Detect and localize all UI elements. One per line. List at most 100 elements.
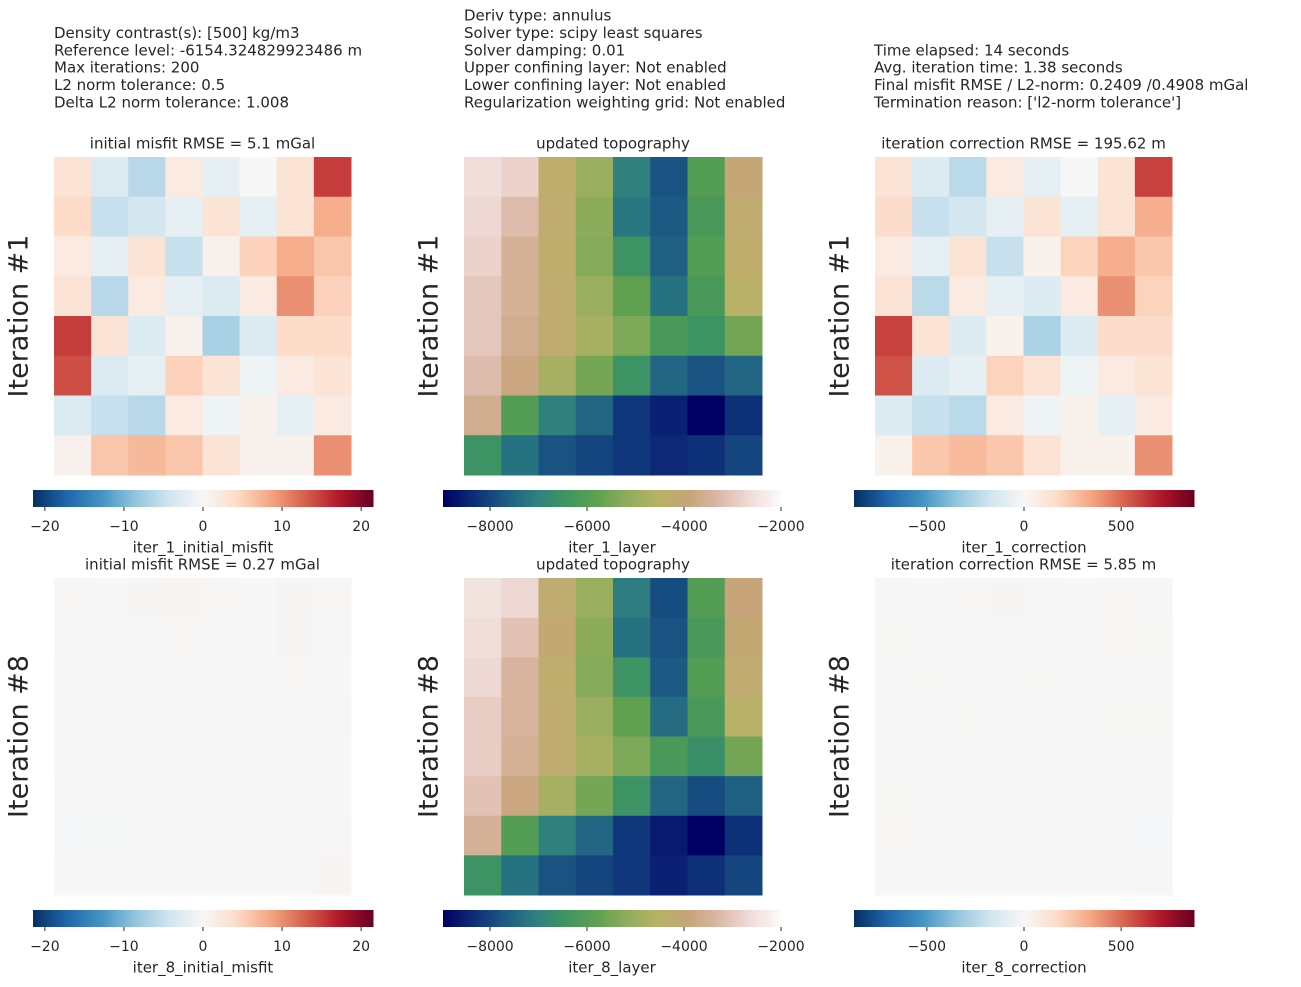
colorbar-segment xyxy=(603,910,607,927)
heatmap-cell xyxy=(687,196,726,237)
colorbar-segment xyxy=(64,490,68,507)
heatmap-cell xyxy=(538,617,577,658)
colorbar-segment xyxy=(327,910,331,927)
heatmap-cell xyxy=(724,316,763,357)
heatmap-cell xyxy=(54,157,92,198)
heatmap-cell xyxy=(613,276,651,317)
heatmap-cell xyxy=(54,355,92,396)
colorbar-segment xyxy=(115,910,119,927)
heatmap-cell xyxy=(724,196,763,237)
colorbar-segment xyxy=(364,910,368,927)
colorbar-segment xyxy=(504,490,509,507)
colorbar-segment xyxy=(702,910,706,927)
colorbar-segment xyxy=(341,490,346,507)
heatmap-cell xyxy=(912,657,950,698)
colorbar-segment xyxy=(668,490,672,507)
colorbar-segment xyxy=(191,490,195,507)
colorbar-tick-label: −6000 xyxy=(563,519,610,535)
heatmap-cell xyxy=(1134,696,1173,737)
heatmap-cell xyxy=(91,776,129,817)
colorbar-tick-label: −4000 xyxy=(660,939,707,955)
colorbar-segment xyxy=(1018,490,1022,507)
heatmap-cell xyxy=(724,617,763,658)
heatmap-cell xyxy=(1134,435,1173,476)
heatmap-cell xyxy=(1060,236,1099,277)
colorbar-segment xyxy=(273,490,278,507)
colorbar-segment xyxy=(597,490,602,507)
heatmap-cell xyxy=(91,696,129,737)
colorbar-segment xyxy=(657,490,661,507)
heatmap-cell xyxy=(165,276,203,317)
colorbar-segment xyxy=(1148,490,1152,507)
colorbar-segment xyxy=(482,490,486,507)
heatmap-cell xyxy=(1097,236,1136,277)
colorbar-segment xyxy=(1004,490,1008,507)
heatmap-cell xyxy=(128,736,166,777)
y-axis-label: Iteration #8 xyxy=(414,655,445,818)
heatmap-cell xyxy=(949,776,987,817)
colorbar-segment xyxy=(961,910,965,927)
colorbar-segment xyxy=(992,910,997,927)
colorbar-segment xyxy=(499,490,503,507)
colorbar-segment xyxy=(333,910,337,927)
heatmap-cell xyxy=(464,776,502,817)
colorbar-segment xyxy=(936,490,940,507)
colorbar-segment xyxy=(333,490,337,507)
colorbar-segment xyxy=(322,490,326,507)
colorbar-segment xyxy=(719,490,723,507)
colorbar-segment xyxy=(276,490,280,507)
colorbar-segment xyxy=(626,910,630,927)
colorbar-segment xyxy=(854,910,858,927)
heatmap-cell xyxy=(202,855,241,896)
heatmap-cell xyxy=(1097,395,1136,436)
colorbar-segment xyxy=(282,490,286,507)
colorbar-segment xyxy=(353,910,357,927)
heatmap-cell xyxy=(1060,657,1099,698)
colorbar-segment xyxy=(205,910,210,927)
heatmap-cell xyxy=(1134,855,1173,896)
colorbar-segment xyxy=(659,490,664,507)
heatmap-cell xyxy=(687,815,726,856)
heatmap-cell xyxy=(1134,578,1173,619)
colorbar-segment xyxy=(112,490,116,507)
colorbar-segment xyxy=(944,910,948,927)
heatmap-cell xyxy=(538,578,577,619)
heatmap-cell xyxy=(538,657,577,698)
colorbar-segment xyxy=(637,490,641,507)
colorbar-segment xyxy=(1026,490,1031,507)
info-line: Termination reason: ['l2-norm tolerance'… xyxy=(873,94,1181,112)
heatmap-cell xyxy=(1097,355,1136,396)
colorbar-segment xyxy=(727,490,731,507)
heatmap-cell xyxy=(1023,815,1062,856)
colorbar-tick-label: 10 xyxy=(273,519,291,535)
colorbar-segment xyxy=(98,490,102,507)
colorbar-segment xyxy=(907,910,912,927)
colorbar-segment xyxy=(862,490,866,507)
colorbar-segment xyxy=(592,910,596,927)
heatmap-cell xyxy=(1023,157,1062,198)
colorbar-segment xyxy=(1038,910,1042,927)
colorbar-segment xyxy=(35,490,40,507)
heatmap-cell xyxy=(464,815,502,856)
heatmap-cell xyxy=(1097,815,1136,856)
colorbar-segment xyxy=(1012,490,1016,507)
colorbar-segment xyxy=(868,490,872,507)
heatmap-cell xyxy=(575,276,614,317)
colorbar-segment xyxy=(676,910,681,927)
colorbar-segment xyxy=(885,490,889,507)
colorbar-segment xyxy=(194,910,198,927)
heatmap-cell xyxy=(313,657,352,698)
heatmap-cell xyxy=(276,736,315,777)
colorbar-segment xyxy=(882,910,886,927)
colorbar-segment xyxy=(344,490,348,507)
colorbar-segment xyxy=(527,910,531,927)
colorbar-label: iter_8_layer xyxy=(568,959,656,978)
heatmap-cell xyxy=(687,316,726,357)
colorbar-segment xyxy=(81,910,85,927)
heatmap-cell xyxy=(276,617,315,658)
heatmap-cell xyxy=(724,236,763,277)
heatmap-cell xyxy=(949,276,987,317)
heatmap-cell xyxy=(313,395,352,436)
heatmap-cell xyxy=(875,355,913,396)
colorbar-segment xyxy=(671,490,675,507)
